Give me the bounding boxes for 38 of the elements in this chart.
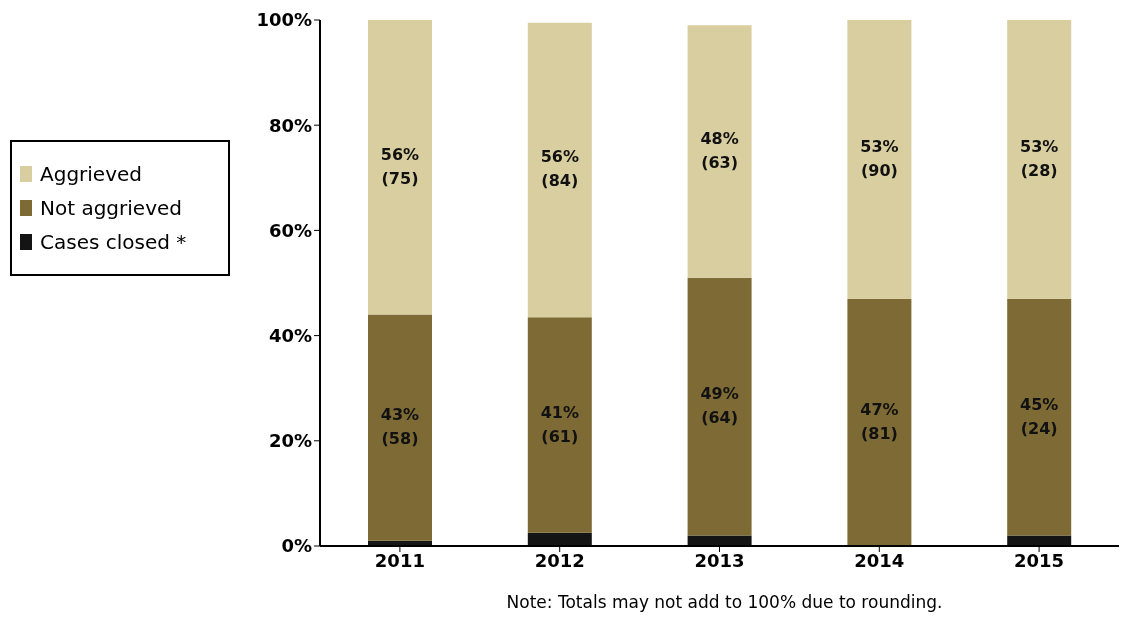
legend-label: Not aggrieved (40, 196, 183, 220)
y-tick-label: 100% (256, 9, 312, 31)
bar (687, 535, 752, 546)
bar (687, 25, 752, 278)
data-label: 56% (75) (380, 144, 420, 188)
y-tick-label: 20% (268, 430, 312, 452)
bar (527, 317, 592, 533)
x-tick-label: 2011 (374, 549, 425, 571)
data-label: 43% (58) (380, 405, 420, 449)
bar (527, 532, 592, 546)
data-label: 53% (90) (860, 136, 899, 180)
y-tick-label: 60% (268, 219, 312, 241)
legend-label: Cases closed * (40, 230, 188, 254)
x-tick-label: 2013 (694, 549, 745, 571)
legend-label: Aggrieved (40, 162, 143, 186)
bar (1007, 535, 1072, 546)
data-label: 41% (61) (540, 402, 579, 446)
bar (847, 298, 912, 546)
data-label: 45% (24) (1020, 394, 1059, 438)
text: Note: Totals may not add to 100% due to rounding. (505, 592, 944, 612)
bar (368, 20, 432, 315)
x-tick-label: 2012 (534, 549, 585, 571)
bar (847, 20, 912, 299)
bar (1007, 20, 1072, 299)
y-tick-label: 0% (281, 535, 312, 557)
data-label: 56% (84) (540, 147, 579, 191)
y-tick-label: 40% (268, 324, 312, 346)
data-label: 53% (28) (1020, 136, 1059, 180)
bar (1007, 298, 1072, 536)
x-tick-label: 2014 (854, 549, 905, 571)
y-tick-label: 80% (268, 114, 312, 136)
bar (527, 22, 592, 318)
data-label: 48% (63) (700, 129, 739, 172)
data-label: 47% (81) (860, 399, 899, 443)
x-tick-label: 2015 (1014, 549, 1065, 571)
data-label: 49% (64) (700, 384, 739, 428)
bar (368, 314, 432, 541)
bar (687, 277, 752, 536)
